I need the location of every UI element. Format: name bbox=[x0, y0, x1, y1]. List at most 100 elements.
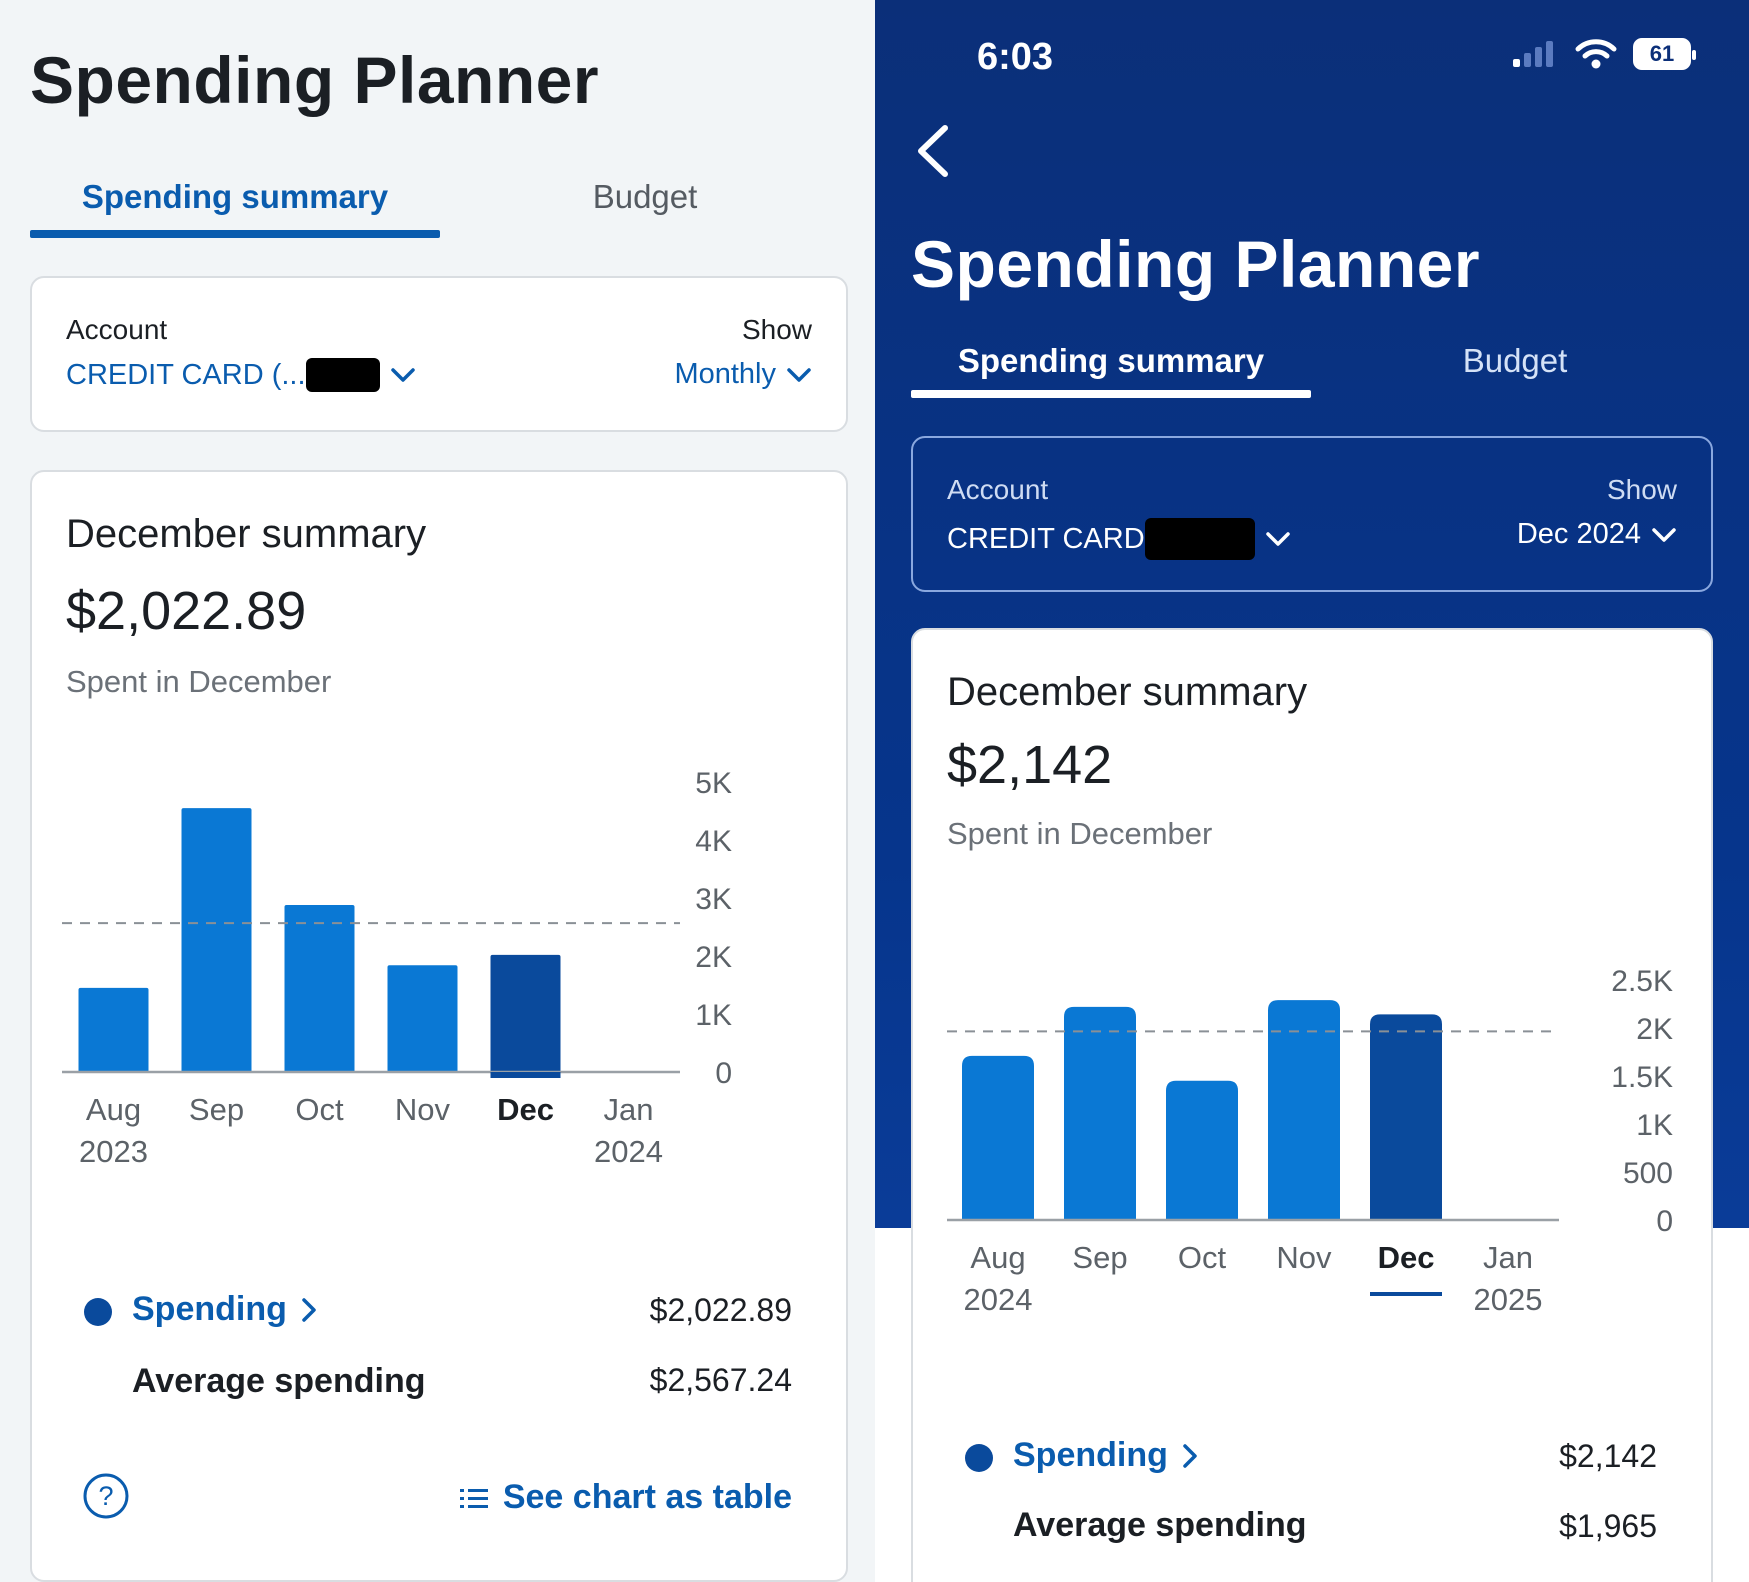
average-spending-value: $2,567.24 bbox=[649, 1362, 792, 1398]
see-chart-as-table-label: See chart as table bbox=[502, 1478, 792, 1516]
x-tick-label: Oct bbox=[295, 1092, 344, 1127]
show-label: Show bbox=[741, 314, 812, 345]
y-tick-label: 4K bbox=[695, 825, 732, 858]
x-tick-label: Aug bbox=[86, 1092, 141, 1127]
active-tab-indicator bbox=[911, 390, 1311, 398]
chevron-down-icon bbox=[1652, 527, 1676, 542]
list-icon bbox=[459, 1488, 488, 1508]
spending-link-label: Spending bbox=[1013, 1436, 1168, 1474]
spending-bar bbox=[181, 808, 252, 1072]
summary-amount: $2,022.89 bbox=[66, 581, 307, 641]
summary-card: December summary $2,022.89 Spent in Dece… bbox=[30, 470, 848, 1582]
y-tick-label: 500 bbox=[1623, 1157, 1673, 1190]
summary-title: December summary bbox=[947, 670, 1308, 714]
tab-budget[interactable]: Budget bbox=[592, 178, 698, 215]
help-icon[interactable]: ? bbox=[82, 1472, 130, 1520]
x-tick-label: Nov bbox=[395, 1092, 451, 1127]
tab-spending-summary[interactable]: Spending summary bbox=[81, 178, 389, 215]
status-icons: 61 bbox=[1511, 38, 1696, 70]
y-tick-label: 3K bbox=[695, 883, 732, 916]
page-title: Spending Planner bbox=[911, 227, 1481, 301]
spending-bar bbox=[490, 954, 561, 1072]
y-tick-label: 1.5K bbox=[1611, 1061, 1673, 1094]
active-tab-indicator bbox=[30, 230, 440, 238]
y-tick-label: 0 bbox=[1656, 1205, 1673, 1238]
period-select[interactable]: Monthly bbox=[674, 358, 812, 391]
spending-link[interactable]: Spending bbox=[132, 1290, 317, 1329]
x-tick-label: Dec bbox=[1378, 1240, 1435, 1275]
spending-bar-chart: 0 500 1K 1.5K 2K 2.5K Aug 2024 Sep Oct Nov Dec Jan 20… bbox=[947, 965, 1673, 1317]
y-tick-label: 2K bbox=[1636, 1013, 1673, 1046]
x-tick-label: Sep bbox=[1072, 1240, 1127, 1275]
account-select[interactable]: CREDIT CARD (... bbox=[66, 358, 416, 392]
summary-subtitle: Spent in December bbox=[66, 664, 332, 699]
x-tick-label: Jan bbox=[1483, 1240, 1533, 1275]
y-tick-label: 0 bbox=[715, 1057, 732, 1090]
y-tick-label: 2K bbox=[695, 941, 732, 974]
period-select-value: Monthly bbox=[674, 358, 776, 390]
summary-subtitle: Spent in December bbox=[947, 816, 1213, 851]
tab-budget[interactable]: Budget bbox=[1462, 342, 1568, 379]
account-label: Account bbox=[947, 474, 1049, 505]
chevron-right-icon bbox=[1183, 1443, 1197, 1468]
battery-level: 61 bbox=[1649, 41, 1675, 66]
spending-bar bbox=[78, 987, 149, 1072]
status-time: 6:03 bbox=[977, 36, 1054, 78]
chevron-down-icon bbox=[1265, 532, 1290, 546]
spending-bar bbox=[387, 965, 458, 1072]
battery-icon: 61 bbox=[1633, 38, 1696, 70]
see-chart-as-table-link[interactable]: See chart as table bbox=[459, 1478, 792, 1517]
legend-dot bbox=[965, 1444, 993, 1472]
redacted-account-number bbox=[1144, 518, 1255, 560]
spending-bar bbox=[1064, 1006, 1136, 1220]
x-tick-label: 2024 bbox=[964, 1282, 1033, 1317]
y-tick-label: 1K bbox=[695, 999, 732, 1032]
cellular-signal-icon bbox=[1513, 41, 1553, 67]
account-select[interactable]: CREDIT CARD bbox=[947, 518, 1291, 560]
spending-bar bbox=[284, 904, 355, 1072]
left-screenshot: Spending Planner Spending summary Budget… bbox=[0, 0, 875, 1582]
account-filter-card: Account CREDIT CARD Show Dec 2024 bbox=[911, 436, 1713, 592]
summary-amount: $2,142 bbox=[947, 735, 1113, 795]
y-tick-label: 5K bbox=[695, 767, 732, 800]
legend-dot bbox=[84, 1298, 112, 1326]
period-select-value: Dec 2024 bbox=[1516, 518, 1641, 550]
wifi-icon bbox=[1575, 39, 1617, 69]
y-tick-label: 2.5K bbox=[1611, 965, 1673, 998]
chevron-down-icon bbox=[390, 368, 415, 382]
right-screenshot: 6:03 61 Spending Planner Spending summar… bbox=[875, 0, 1749, 1582]
back-arrow-icon[interactable] bbox=[915, 124, 951, 178]
spending-link[interactable]: Spending bbox=[1013, 1436, 1198, 1475]
spending-bar bbox=[962, 1055, 1034, 1220]
spending-value: $2,022.89 bbox=[649, 1292, 792, 1328]
x-tick-label: 2024 bbox=[594, 1134, 663, 1169]
spending-value: $2,142 bbox=[1559, 1438, 1657, 1474]
x-tick-label: 2023 bbox=[79, 1134, 148, 1169]
account-select-value: CREDIT CARD bbox=[947, 522, 1145, 555]
spending-link-label: Spending bbox=[132, 1290, 287, 1328]
spending-bar bbox=[1268, 1000, 1340, 1220]
chevron-down-icon bbox=[787, 367, 811, 382]
x-tick-label: Dec bbox=[497, 1092, 554, 1127]
account-select-value: CREDIT CARD (... bbox=[66, 358, 306, 391]
page-title: Spending Planner bbox=[30, 43, 600, 117]
x-tick-label: Sep bbox=[189, 1092, 244, 1127]
y-tick-label: 1K bbox=[1636, 1109, 1673, 1142]
x-tick-label: 2025 bbox=[1474, 1282, 1543, 1317]
svg-text:?: ? bbox=[98, 1481, 113, 1511]
redacted-account-number bbox=[305, 358, 380, 392]
spending-bar bbox=[1166, 1080, 1238, 1220]
spending-bar-chart: 0 1K 2K 3K 4K 5K Aug 2023 Sep Oct Nov Dec Jan 2024 bbox=[62, 767, 732, 1169]
tab-spending-summary[interactable]: Spending summary bbox=[957, 342, 1265, 379]
chevron-right-icon bbox=[302, 1297, 316, 1322]
account-filter-card: Account CREDIT CARD (... Show Monthly bbox=[30, 276, 848, 432]
account-label: Account bbox=[66, 314, 168, 345]
average-spending-label: Average spending bbox=[1013, 1506, 1307, 1544]
average-spending-value: $1,965 bbox=[1559, 1508, 1657, 1544]
summary-title: December summary bbox=[66, 512, 427, 556]
x-tick-label: Oct bbox=[1178, 1240, 1227, 1275]
x-tick-label: Aug bbox=[970, 1240, 1025, 1275]
average-spending-label: Average spending bbox=[132, 1362, 426, 1400]
period-select[interactable]: Dec 2024 bbox=[1517, 518, 1677, 551]
x-tick-label: Nov bbox=[1276, 1240, 1332, 1275]
